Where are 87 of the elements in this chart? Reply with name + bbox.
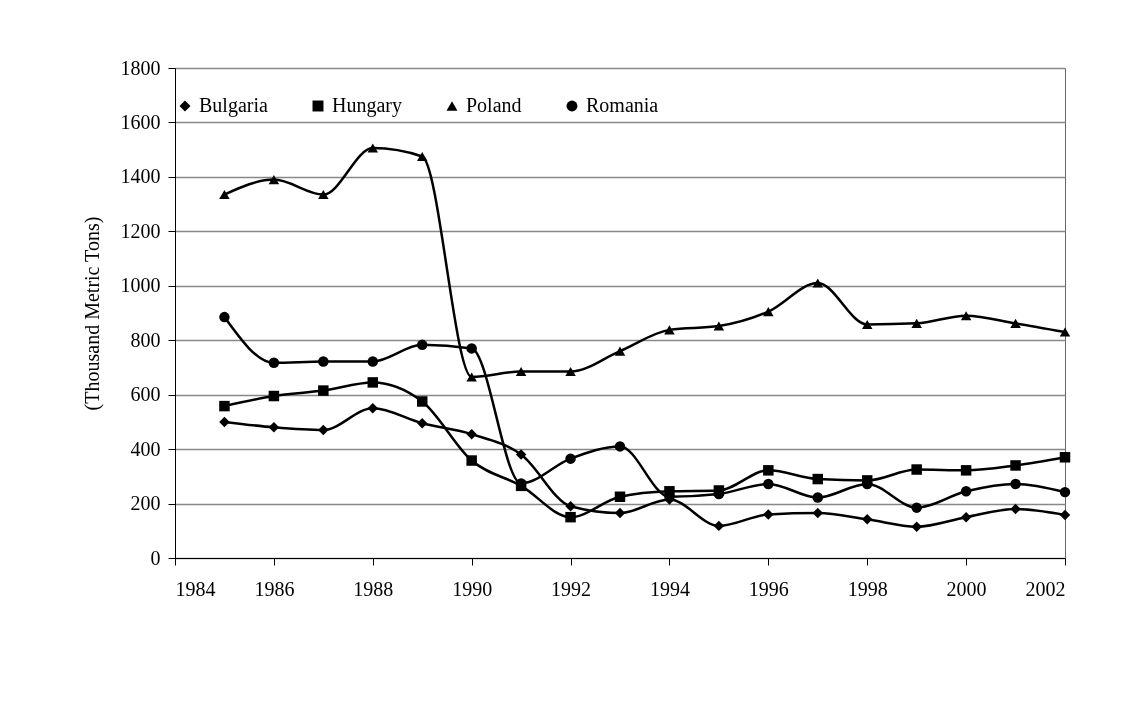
point [515, 366, 527, 377]
x-tick-label: 1994 [649, 577, 690, 600]
point [960, 511, 972, 523]
point [861, 514, 873, 525]
x-tick-label: 1990 [452, 577, 493, 600]
y-tick-label: 1800 [120, 56, 161, 79]
point [318, 190, 329, 200]
y-tick-label: 200 [130, 492, 161, 515]
point [713, 520, 725, 532]
point [268, 175, 280, 185]
point [1059, 486, 1071, 498]
point [812, 278, 824, 288]
point [1059, 452, 1071, 463]
x-tick-label: 2002 [1025, 577, 1066, 600]
point [565, 366, 576, 377]
point [664, 325, 675, 335]
x-tick-label: 1986 [254, 577, 295, 600]
legend-label: Hungary [332, 94, 402, 117]
point [911, 318, 922, 328]
point [367, 403, 379, 414]
point [367, 356, 379, 367]
point [614, 346, 626, 356]
point [812, 492, 824, 503]
y-tick-label: 600 [130, 383, 161, 406]
x-tick-label: 2000 [946, 577, 987, 600]
point [1010, 460, 1021, 471]
point [960, 465, 972, 476]
point [960, 486, 972, 497]
y-axis-title: (Thousand Metric Tons) [80, 216, 104, 411]
legend-label: Bulgaria [199, 94, 268, 117]
point [1059, 327, 1071, 337]
point [318, 356, 329, 367]
point [367, 377, 379, 388]
point [219, 416, 230, 428]
y-tick-label: 1600 [120, 110, 161, 133]
x-tick-label: 1996 [748, 577, 789, 600]
legend-label: Poland [466, 94, 522, 116]
point [416, 396, 428, 407]
y-tick-label: 1200 [120, 219, 161, 242]
point [367, 143, 379, 153]
point [911, 502, 922, 513]
y-tick-label: 400 [130, 437, 161, 460]
point [1010, 478, 1021, 490]
x-tick-label: 1998 [847, 577, 888, 600]
point [219, 311, 230, 323]
point [318, 385, 329, 396]
point [466, 343, 477, 354]
y-tick-label: 800 [130, 328, 161, 351]
point [911, 464, 922, 475]
point [812, 473, 824, 485]
point [713, 321, 725, 331]
legend-label: Romania [586, 94, 659, 116]
point [416, 151, 428, 162]
point [1059, 509, 1071, 521]
y-tick-label: 1400 [120, 165, 161, 188]
x-tick-label: 1992 [551, 577, 592, 600]
point [565, 511, 576, 523]
point [268, 357, 280, 369]
point [268, 422, 280, 433]
point [466, 372, 477, 382]
point [416, 418, 428, 429]
point [861, 319, 873, 329]
x-tick-label: 1988 [353, 577, 394, 600]
point [565, 501, 576, 512]
point [614, 491, 626, 502]
x-tick-label: 1984 [175, 577, 216, 600]
point [318, 424, 329, 436]
point [1010, 503, 1021, 515]
point [1010, 318, 1021, 328]
point [763, 465, 774, 476]
point [614, 507, 626, 519]
point [466, 455, 477, 466]
point [219, 190, 230, 200]
point [416, 339, 428, 351]
point [515, 449, 527, 460]
point [268, 390, 280, 402]
point [911, 521, 922, 532]
point [565, 453, 576, 464]
point [219, 400, 230, 412]
point [960, 311, 972, 321]
point [614, 441, 626, 452]
y-tick-label: 1000 [120, 274, 161, 297]
point [763, 307, 774, 317]
point [763, 478, 774, 490]
y-tick-label: 0 [150, 546, 161, 569]
point [466, 428, 477, 440]
point [763, 509, 774, 520]
